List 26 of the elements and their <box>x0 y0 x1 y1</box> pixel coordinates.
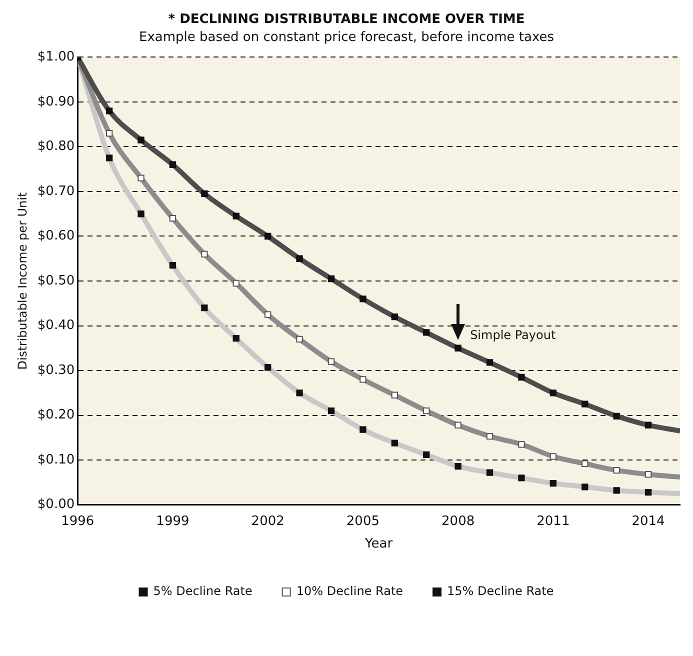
y-tick-label: $0.40 <box>37 318 75 334</box>
y-tick-label: $0.50 <box>37 273 75 288</box>
y-tick-label: $0.80 <box>37 139 75 154</box>
x-tick-label: 1999 <box>156 514 190 529</box>
annotation: Simple Payout <box>470 328 556 342</box>
y-tick-label: $0.90 <box>37 94 75 110</box>
y-tick-label: $1.00 <box>37 50 75 65</box>
y-axis-title: Distributable Income per Unit <box>15 192 30 370</box>
y-tick-label: $0.60 <box>37 228 75 244</box>
y-tick-label: $0.10 <box>37 452 75 468</box>
y-tick-label: $0.00 <box>37 497 75 512</box>
x-axis-title: Year <box>364 536 394 552</box>
y-tick-label: $0.20 <box>37 408 75 423</box>
chart-title: * DECLINING DISTRIBUTABLE INCOME OVER TIME <box>168 12 525 28</box>
legend-label: 10% Decline Rate <box>296 584 404 598</box>
x-tick-label: 1996 <box>61 514 94 529</box>
legend-label: 15% Decline Rate <box>447 584 554 598</box>
y-tick-label: $0.30 <box>37 362 75 378</box>
x-tick-label: 2005 <box>346 514 380 529</box>
chart-subtitle: Example based on constant price forecast, before income taxes <box>138 30 554 45</box>
legend-label: 5% Decline Rate <box>153 584 252 598</box>
x-tick-label: 2011 <box>536 514 570 529</box>
x-tick-label: 2014 <box>632 514 665 529</box>
x-tick-label: 2002 <box>251 514 284 529</box>
y-tick-label: $0.70 <box>37 184 75 199</box>
x-tick-label: 2008 <box>442 514 475 529</box>
